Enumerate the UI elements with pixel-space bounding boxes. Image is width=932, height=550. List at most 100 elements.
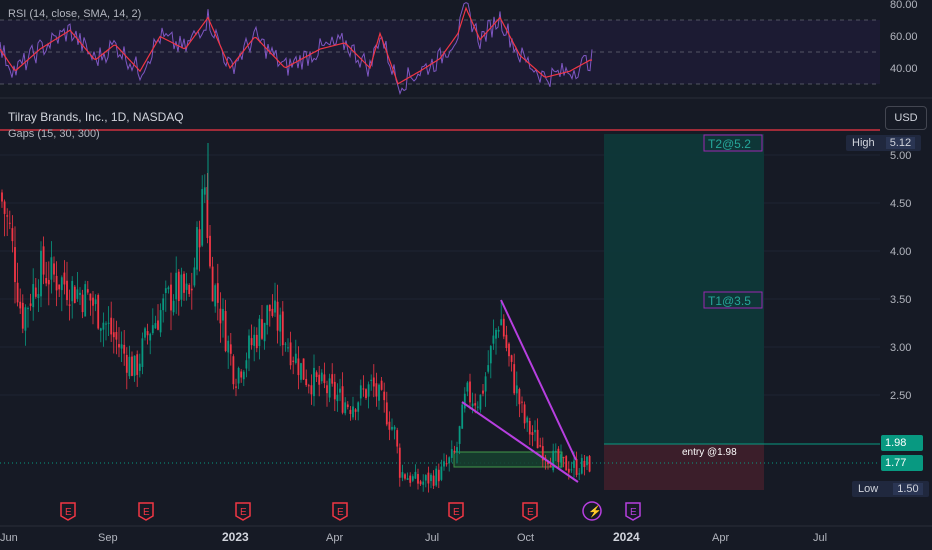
candle-body bbox=[24, 307, 27, 331]
candle-body bbox=[209, 235, 211, 267]
candle-body bbox=[445, 463, 448, 465]
gaps-indicator-label[interactable]: Gaps (15, 30, 300) bbox=[8, 128, 100, 140]
candle-body bbox=[133, 355, 136, 376]
candle-body bbox=[575, 459, 578, 475]
candle-body bbox=[45, 278, 48, 284]
candle-body bbox=[196, 227, 198, 270]
high-label-text: High bbox=[852, 137, 875, 149]
candle-body bbox=[554, 450, 557, 452]
candle-body bbox=[261, 319, 263, 339]
candle-body bbox=[419, 481, 422, 485]
candle-body bbox=[435, 468, 438, 486]
candle-body bbox=[60, 277, 63, 291]
candle-body bbox=[354, 409, 357, 412]
candle-body bbox=[250, 338, 253, 346]
candle-body bbox=[180, 274, 183, 300]
low-value: 1.50 bbox=[893, 483, 923, 495]
candle-body bbox=[232, 356, 235, 385]
candle-body bbox=[227, 340, 230, 353]
candle-body bbox=[242, 371, 245, 380]
candle-body bbox=[222, 308, 224, 321]
candle-body bbox=[154, 323, 157, 329]
candle-body bbox=[333, 381, 336, 400]
candle-body bbox=[307, 385, 310, 387]
candle-body bbox=[203, 187, 206, 195]
candle-body bbox=[365, 389, 367, 399]
candle-body bbox=[128, 356, 131, 377]
earnings-icon-letter: E bbox=[337, 507, 344, 518]
candle-body bbox=[565, 456, 568, 471]
candle-body bbox=[406, 478, 409, 480]
candle-body bbox=[513, 364, 516, 394]
earnings-icon-letter: E bbox=[143, 507, 150, 518]
wedge-lower-line bbox=[461, 401, 579, 483]
candle-body bbox=[86, 289, 89, 293]
candle-body bbox=[1, 192, 3, 202]
candle-body bbox=[518, 389, 521, 405]
candle-body bbox=[224, 311, 227, 352]
candle-body bbox=[34, 287, 37, 297]
candle-body bbox=[167, 287, 170, 290]
candle-body bbox=[289, 342, 292, 366]
candle-body bbox=[432, 475, 435, 486]
target-label-2: T2@5.2 bbox=[708, 137, 751, 151]
candle-body bbox=[245, 360, 248, 369]
candle-body bbox=[414, 471, 417, 479]
candle-body bbox=[318, 374, 321, 385]
candle-body bbox=[138, 363, 141, 371]
candle-body bbox=[27, 308, 29, 310]
candle-body bbox=[206, 187, 209, 238]
candle-body bbox=[255, 334, 258, 349]
x-tick-label: Jul bbox=[813, 532, 827, 544]
x-tick-label: Sep bbox=[98, 532, 118, 544]
candle-body bbox=[367, 384, 370, 397]
currency-button[interactable]: USD bbox=[885, 106, 927, 130]
x-tick-label: Apr bbox=[326, 532, 343, 544]
candle-body bbox=[320, 372, 323, 382]
candle-body bbox=[237, 367, 240, 384]
earnings-icon-letter: E bbox=[240, 507, 247, 518]
candle-body bbox=[19, 301, 22, 309]
candle-body bbox=[450, 449, 453, 458]
candle-body bbox=[21, 302, 24, 329]
symbol-title[interactable]: Tilray Brands, Inc., 1D, NASDAQ bbox=[8, 110, 184, 124]
candle-body bbox=[66, 280, 68, 301]
candle-body bbox=[190, 288, 193, 291]
stop-zone bbox=[604, 444, 764, 490]
candle-body bbox=[313, 367, 315, 397]
candle-body bbox=[484, 376, 487, 392]
candle-body bbox=[492, 335, 495, 344]
candle-body bbox=[521, 401, 523, 403]
candle-body bbox=[573, 460, 575, 468]
candle-body bbox=[487, 365, 490, 372]
candle-body bbox=[292, 360, 295, 362]
lightning-icon bbox=[582, 501, 602, 521]
price-tick-label: 3.50 bbox=[890, 294, 911, 306]
candle-body bbox=[375, 383, 378, 397]
earnings-icon bbox=[138, 502, 154, 521]
candle-body bbox=[300, 363, 302, 380]
earnings-icon bbox=[332, 502, 348, 521]
candle-body bbox=[344, 402, 347, 414]
entry-price-badge: 1.98 bbox=[881, 435, 923, 451]
candle-body bbox=[323, 374, 326, 384]
candle-body bbox=[84, 284, 87, 317]
candle-body bbox=[58, 284, 61, 290]
candle-body bbox=[378, 384, 380, 401]
candle-body bbox=[125, 354, 128, 373]
candle-body bbox=[94, 299, 97, 305]
candle-body bbox=[567, 468, 570, 473]
rsi-indicator-label[interactable]: RSI (14, close, SMA, 14, 2) bbox=[8, 8, 142, 20]
candle-body bbox=[287, 347, 289, 349]
target-label-1: T1@3.5 bbox=[708, 294, 751, 308]
candle-body bbox=[89, 293, 92, 301]
price-tick-label: 4.50 bbox=[890, 198, 911, 210]
candle-body bbox=[398, 447, 401, 478]
high-value: 5.12 bbox=[885, 137, 916, 149]
candle-body bbox=[461, 404, 464, 429]
x-tick-label: 2023 bbox=[222, 530, 249, 544]
candle-body bbox=[279, 314, 282, 332]
rsi-ma-line bbox=[0, 6, 592, 85]
x-tick-label: 2024 bbox=[613, 530, 640, 544]
wedge-upper-line bbox=[500, 299, 577, 461]
